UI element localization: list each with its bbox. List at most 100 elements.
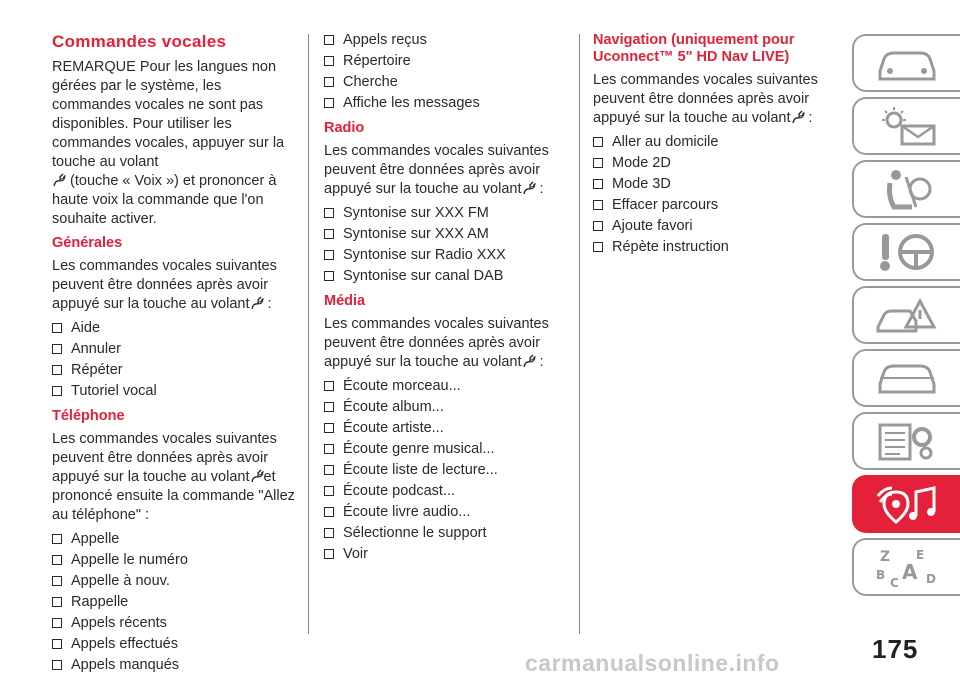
column-middle: Appels reçus Répertoire Cherche Affiche … (324, 30, 560, 569)
list-item-label: Appels reçus (343, 32, 427, 48)
list-item: Rappelle (52, 592, 300, 613)
list-item: Appelle (52, 529, 300, 550)
list-item: Appels effectués (52, 634, 300, 655)
list-item-label: Écoute artiste... (343, 420, 444, 436)
navigation-intro-end: : (804, 110, 813, 126)
checkbox-bullet-icon (593, 178, 603, 189)
checkbox-bullet-icon (593, 157, 603, 168)
list-item: Sélectionne le support (324, 523, 560, 544)
telephone-intro: Les commandes vocales suivantes peuvent … (52, 430, 300, 525)
tab-technical-data[interactable] (852, 412, 960, 470)
list-item: Effacer parcours (593, 195, 823, 216)
checkbox-bullet-icon (324, 270, 334, 281)
media-intro-end: : (535, 354, 544, 370)
key-steering-icon (880, 234, 934, 271)
section-title: Commandes vocales (52, 32, 227, 51)
list-item-label: Répertoire (343, 53, 411, 69)
alphabetical-index-icon: Z E B A D C (876, 548, 936, 589)
checkbox-bullet-icon (593, 136, 603, 147)
list-item: Écoute podcast... (324, 481, 560, 502)
checkbox-bullet-icon (593, 199, 603, 210)
steering-voice-icon (53, 173, 66, 187)
list-item: Répète instruction (593, 237, 823, 258)
list-item: Syntonise sur Radio XXX (324, 245, 560, 266)
tab-key-steering[interactable] (852, 223, 960, 281)
list-item-label: Mode 2D (612, 155, 671, 171)
column-divider (579, 34, 580, 634)
column-left: Commandes vocales REMARQUE Pour les lang… (52, 30, 300, 680)
telephone-list: Appelle Appelle le numéro Appelle à nouv… (52, 529, 300, 676)
tab-multimedia[interactable] (852, 475, 960, 533)
svg-text:D: D (926, 572, 936, 586)
tab-car-service[interactable] (852, 349, 960, 407)
list-item-label: Sélectionne le support (343, 525, 487, 541)
list-item: Annuler (52, 339, 300, 360)
watermark: carmanualsonline.info (525, 650, 780, 676)
list-item-label: Écoute livre audio... (343, 504, 471, 520)
checkbox-bullet-icon (324, 207, 334, 218)
tab-warning-lights[interactable] (852, 97, 960, 155)
list-item: Écoute morceau... (324, 376, 560, 397)
checkbox-bullet-icon (52, 364, 62, 375)
checkbox-bullet-icon (52, 343, 62, 354)
checkbox-bullet-icon (324, 527, 334, 538)
media-list: Écoute morceau... Écoute album... Écoute… (324, 376, 560, 565)
checkbox-bullet-icon (324, 249, 334, 260)
list-item-label: Appelle à nouv. (71, 573, 170, 589)
heading-telephone: Téléphone (52, 408, 125, 424)
checkbox-bullet-icon (324, 76, 334, 87)
list-item: Appels récents (52, 613, 300, 634)
steering-voice-icon (522, 181, 535, 195)
list-item: Répéter (52, 360, 300, 381)
warning-lights-message-icon (882, 107, 936, 146)
steering-voice-icon (250, 469, 263, 483)
radio-intro-end: : (535, 181, 544, 197)
generales-intro: Les commandes vocales suivantes peuvent … (52, 257, 300, 314)
checkbox-bullet-icon (324, 485, 334, 496)
checkbox-bullet-icon (324, 506, 334, 517)
heading-radio: Radio (324, 120, 365, 136)
svg-text:E: E (916, 548, 924, 562)
list-item-label: Effacer parcours (612, 197, 719, 213)
list-item: Mode 2D (593, 153, 823, 174)
svg-text:Z: Z (880, 549, 890, 565)
svg-text:B: B (876, 568, 885, 582)
list-item: Tutoriel vocal (52, 381, 300, 402)
list-item: Appels manqués (52, 655, 300, 676)
media-intro: Les commandes vocales suivantes peuvent … (324, 315, 560, 372)
multimedia-icon (876, 486, 936, 524)
navigation-intro: Les commandes vocales suivantes peuvent … (593, 71, 823, 128)
list-item-label: Écoute liste de lecture... (343, 462, 498, 478)
steering-voice-icon (250, 296, 263, 310)
list-item-label: Cherche (343, 74, 398, 90)
list-item: Écoute livre audio... (324, 502, 560, 523)
telephone-intro-text: Les commandes vocales suivantes peuvent … (52, 431, 277, 485)
tab-seat-safety[interactable] (852, 160, 960, 218)
list-item-label: Affiche les messages (343, 95, 480, 111)
telephone-list-continued: Appels reçus Répertoire Cherche Affiche … (324, 30, 560, 114)
seat-safety-icon (887, 170, 932, 210)
car-accident-icon (876, 297, 937, 333)
navigation-intro-text: Les commandes vocales suivantes peuvent … (593, 72, 818, 126)
list-item-label: Syntonise sur XXX AM (343, 226, 489, 242)
tab-car-accident[interactable] (852, 286, 960, 344)
generales-intro-text: Les commandes vocales suivantes peuvent … (52, 258, 277, 312)
list-item: Cherche (324, 72, 560, 93)
checkbox-bullet-icon (593, 220, 603, 231)
heading-media: Média (324, 293, 366, 309)
list-item-label: Appelle le numéro (71, 552, 188, 568)
checkbox-bullet-icon (52, 533, 62, 544)
list-item: Aide (52, 318, 300, 339)
checkbox-bullet-icon (52, 385, 62, 396)
list-item-label: Voir (343, 546, 368, 562)
tab-car-dashboard[interactable] (852, 34, 960, 92)
checkbox-bullet-icon (324, 34, 334, 45)
list-item-label: Ajoute favori (612, 218, 693, 234)
navigation-list: Aller au domicile Mode 2D Mode 3D Efface… (593, 132, 823, 258)
list-item: Aller au domicile (593, 132, 823, 153)
column-divider (308, 34, 309, 634)
checkbox-bullet-icon (52, 554, 62, 565)
column-right: Navigation (uniquement pour Uconnect™ 5"… (593, 30, 823, 262)
